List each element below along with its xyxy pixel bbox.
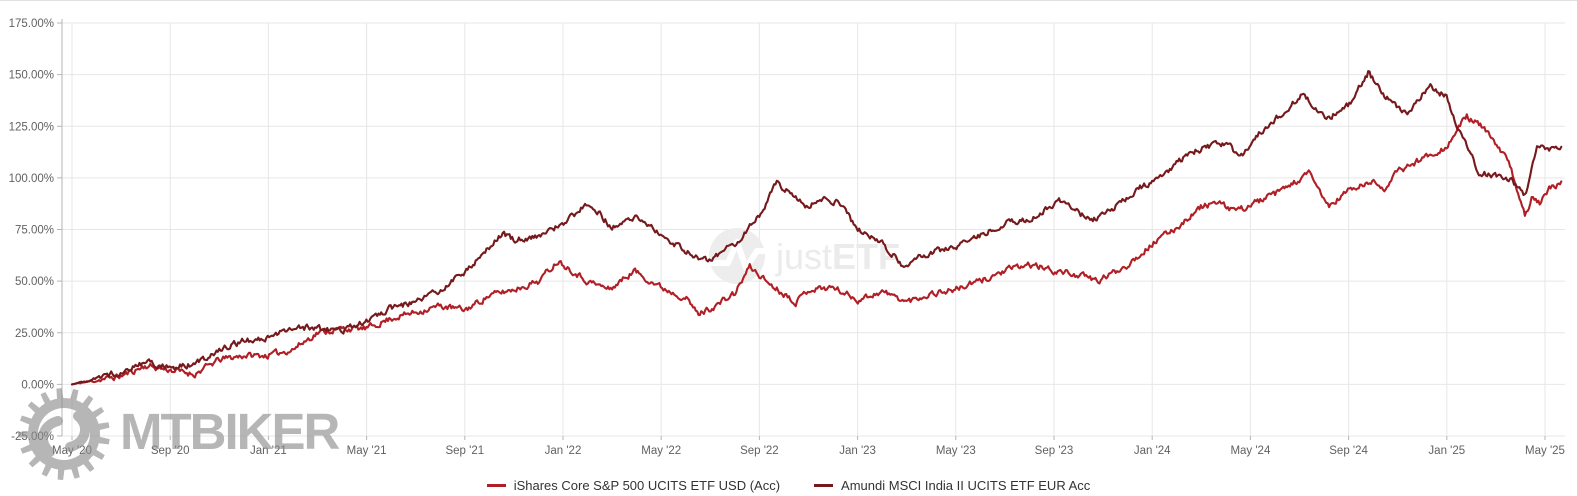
- legend-label: Amundi MSCI India II UCITS ETF EUR Acc: [841, 478, 1091, 493]
- svg-text:Sep '24: Sep '24: [1329, 445, 1368, 457]
- mtbiker-watermark: MTBIKER: [18, 388, 341, 480]
- svg-text:May '21: May '21: [347, 445, 387, 457]
- svg-text:Sep '20: Sep '20: [151, 445, 190, 457]
- legend-item-amundi-india[interactable]: Amundi MSCI India II UCITS ETF EUR Acc: [814, 478, 1090, 493]
- legend-line-marker: [814, 484, 834, 487]
- gear-swoosh: [38, 411, 90, 457]
- svg-text:Jan '21: Jan '21: [250, 445, 287, 457]
- gridlines: [57, 22, 1565, 440]
- svg-text:75.00%: 75.00%: [15, 225, 54, 237]
- y-axis-labels: 175.00% 150.00% 125.00% 100.00% 75.00% 50.00%…: [9, 18, 54, 443]
- svg-text:Sep '22: Sep '22: [740, 445, 779, 457]
- svg-text:May '23: May '23: [936, 445, 976, 457]
- svg-text:May '24: May '24: [1230, 445, 1271, 457]
- svg-text:justETF: justETF: [775, 236, 900, 277]
- series-line-ishares-sp500[interactable]: [70, 113, 1563, 386]
- chart-legend: iShares Core S&P 500 UCITS ETF USD (Acc)…: [0, 478, 1577, 493]
- svg-text:May '22: May '22: [641, 445, 681, 457]
- svg-text:175.00%: 175.00%: [9, 18, 54, 30]
- legend-item-ishares-sp500[interactable]: iShares Core S&P 500 UCITS ETF USD (Acc): [486, 478, 781, 493]
- gear-icon: [18, 388, 110, 480]
- svg-text:Jan '24: Jan '24: [1134, 445, 1171, 457]
- svg-text:Sep '23: Sep '23: [1035, 445, 1074, 457]
- svg-text:Jan '23: Jan '23: [839, 445, 876, 457]
- svg-text:50.00%: 50.00%: [15, 276, 54, 288]
- legend-label: iShares Core S&P 500 UCITS ETF USD (Acc): [513, 478, 781, 493]
- svg-text:125.00%: 125.00%: [9, 121, 54, 133]
- svg-text:Jan '25: Jan '25: [1428, 445, 1465, 457]
- svg-text:100.00%: 100.00%: [9, 173, 54, 185]
- mtbiker-text: MTBIKER: [120, 403, 339, 460]
- svg-text:0.00%: 0.00%: [21, 379, 54, 391]
- svg-text:25.00%: 25.00%: [15, 328, 54, 340]
- svg-text:May '25: May '25: [1525, 445, 1565, 457]
- legend-line-marker: [486, 484, 506, 487]
- x-axis-labels: May '20 Sep '20 Jan '21 May '21 Sep '21 Jan '…: [52, 445, 1565, 457]
- series-line-amundi-india[interactable]: [70, 70, 1563, 386]
- svg-text:Jan '22: Jan '22: [545, 445, 582, 457]
- svg-text:150.00%: 150.00%: [9, 70, 54, 82]
- svg-text:Sep '21: Sep '21: [445, 445, 484, 457]
